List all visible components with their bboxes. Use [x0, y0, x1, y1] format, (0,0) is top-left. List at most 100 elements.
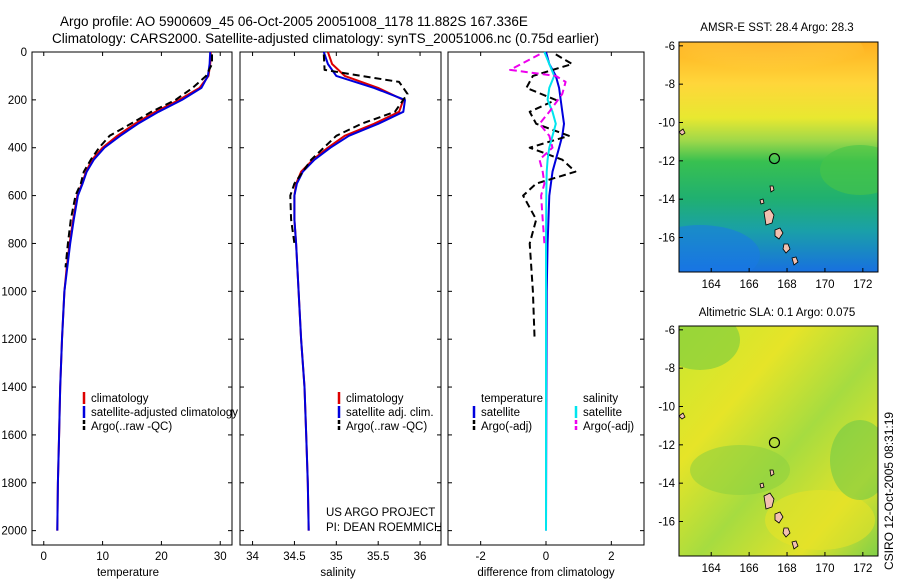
- island: [759, 198, 765, 205]
- sla-yellow-patch: [765, 490, 875, 550]
- coastline-fragment: [679, 412, 686, 420]
- sst-xtick-label: 172: [853, 279, 872, 291]
- side-timestamp: CSIRO 12-Oct-2005 08:31:19: [882, 412, 896, 570]
- project-credit-line2: PI: DEAN ROEMMICH: [326, 522, 442, 534]
- salinity-xtick-label: 35.5: [367, 551, 389, 563]
- coastline-fragment: [679, 128, 686, 136]
- salinity-series-satellite-adj-clim: [293, 51, 406, 531]
- temperature-ytick-label: 2000: [1, 526, 27, 538]
- sla-ytick-label: -10: [658, 402, 675, 414]
- sst-ytick-label: -8: [665, 79, 675, 91]
- legend-header-temperature: temperature: [481, 393, 543, 405]
- difference-xtick-label: -2: [476, 551, 486, 563]
- temperature-xtick-label: 0: [41, 551, 47, 563]
- sla-green-patch: [679, 326, 740, 370]
- sla-float-location-marker: [768, 436, 781, 449]
- legend-label-satellite: satellite-adjusted climatology: [91, 407, 238, 419]
- island: [791, 540, 799, 550]
- sla-map-title: Altimetric SLA: 0.1 Argo: 0.075: [699, 307, 856, 319]
- salinity-series-climatology: [293, 51, 405, 531]
- island: [769, 469, 775, 477]
- island: [763, 492, 775, 510]
- sst-xtick-label: 170: [815, 279, 834, 291]
- salinity-xtick-label: 36: [414, 551, 427, 563]
- salinity-xtick-label: 34.5: [283, 551, 305, 563]
- sst-islands: [759, 185, 799, 266]
- sla-islands: [759, 469, 799, 550]
- island: [774, 227, 784, 240]
- temperature-xtick-label: 20: [155, 551, 168, 563]
- difference-series-salinity-satellite: [543, 51, 557, 531]
- sst-ytick-label: -6: [665, 41, 675, 53]
- temperature-ytick-label: 400: [8, 143, 27, 155]
- sst-xtick-label: 166: [740, 279, 759, 291]
- temperature-ytick-label: 1000: [1, 286, 27, 298]
- sla-ytick-label: -8: [665, 363, 675, 375]
- sla-xtick-label: 168: [777, 563, 796, 575]
- sla-marker-layer: 164 166 168 170 172 -6 -8 -10 -12 -14 -16: [658, 325, 872, 575]
- sla-map-frame: [678, 325, 879, 557]
- sst-warm-patch: [679, 42, 865, 95]
- sla-xtick-label: 172: [853, 563, 872, 575]
- temperature-series-climatology: [56, 51, 212, 531]
- salinity-xtick-label: 34: [246, 551, 259, 563]
- island: [759, 482, 765, 489]
- series-layer: [56, 51, 577, 531]
- temperature-ytick-label: 1600: [1, 430, 27, 442]
- temperature-ytick-label: 600: [8, 191, 27, 203]
- salinity-series-argo-raw-qc: [289, 54, 409, 244]
- sst-xtick-label: 164: [702, 279, 722, 291]
- legend-label-argo: Argo(..raw -QC): [91, 421, 172, 433]
- difference-series-temperature-satellite: [545, 51, 565, 531]
- temperature-xtick-label: 30: [214, 551, 227, 563]
- legend-label-argo: Argo(..raw -QC): [346, 421, 427, 433]
- sst-xtick-label: 168: [777, 279, 796, 291]
- legend-label-climatology: climatology: [91, 393, 149, 405]
- salinity-xtick-label: 35: [330, 551, 343, 563]
- sla-xtick-label: 164: [702, 563, 722, 575]
- temperature-series-satellite-adjusted-climatology: [56, 51, 212, 531]
- temperature-ytick-label: 1200: [1, 334, 27, 346]
- sst-map-frame: [678, 41, 879, 273]
- island: [769, 185, 775, 193]
- header-title-line2: Climatology: CARS2000. Satellite-adjuste…: [52, 31, 599, 46]
- salinity-legend: climatology satellite adj. clim. Argo(..…: [337, 392, 434, 433]
- difference-axis-label: difference from climatology: [477, 567, 614, 579]
- sst-marker-layer: 164 166 168 170 172 -6 -8 -10 -12 -14 -16: [658, 41, 872, 291]
- sla-ytick-label: -6: [665, 325, 675, 337]
- sst-ytick-label: -16: [658, 233, 675, 245]
- island: [774, 511, 784, 524]
- sla-ytick-label: -14: [658, 478, 675, 490]
- difference-legend: temperature salinity satellite Argo(-adj…: [472, 393, 634, 433]
- sla-xtick-label: 170: [815, 563, 834, 575]
- island: [782, 527, 791, 538]
- island: [763, 208, 775, 226]
- sla-map: [679, 326, 878, 556]
- legend-label-temp-satellite: satellite: [481, 407, 520, 419]
- sst-green-patch: [820, 145, 878, 195]
- legend-label-sal-satellite: satellite: [583, 407, 622, 419]
- salinity-axis-label: salinity: [320, 567, 355, 579]
- difference-xtick-label: 0: [543, 551, 549, 563]
- project-credit-line1: US ARGO PROJECT: [326, 507, 435, 519]
- difference-series-salinity-argo-adj: [509, 53, 567, 244]
- sla-green-patch: [690, 445, 790, 495]
- sla-xtick-label: 166: [740, 563, 759, 575]
- legend-label-temp-argo: Argo(-adj): [481, 421, 532, 433]
- temperature-series-argo-raw-qc: [64, 54, 213, 268]
- legend-label-climatology: climatology: [346, 393, 404, 405]
- difference-series-temperature-argo-adj: [522, 53, 577, 340]
- sst-map: [679, 42, 878, 272]
- temperature-ytick-label: 1400: [1, 382, 27, 394]
- sst-ytick-label: -10: [658, 118, 675, 130]
- sla-ytick-label: -16: [658, 517, 675, 529]
- sla-ytick-label: -12: [658, 440, 675, 452]
- sst-map-title: AMSR-E SST: 28.4 Argo: 28.3: [700, 22, 853, 34]
- salinity-plot-frame: [239, 51, 442, 546]
- temperature-ytick-label: 1800: [1, 478, 27, 490]
- temperature-ytick-label: 800: [8, 238, 27, 250]
- sst-ytick-label: -12: [658, 156, 675, 168]
- header-title-line1: Argo profile: AO 5900609_45 06-Oct-2005 …: [60, 14, 528, 29]
